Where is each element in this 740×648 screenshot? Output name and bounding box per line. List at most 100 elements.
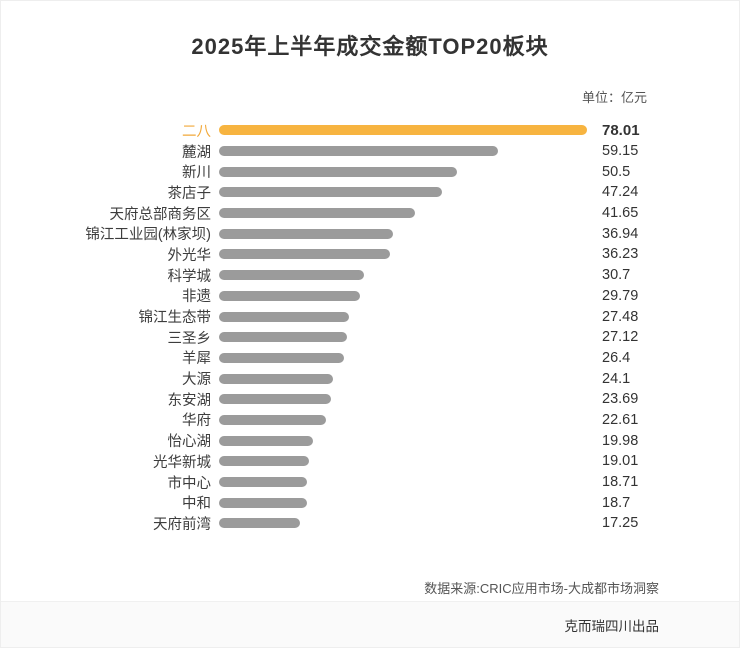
bar-row: 市中心 18.71 (1, 472, 739, 493)
bar-row: 新川 50.5 (1, 161, 739, 182)
bar-label: 非遗 (182, 289, 211, 306)
bar-value: 17.25 (602, 515, 639, 532)
bar-label: 大源 (182, 372, 211, 389)
bar-track (219, 414, 587, 425)
producer-credit: 克而瑞四川出品 (564, 618, 660, 634)
bar (219, 352, 344, 363)
bar-row: 光华新城 19.01 (1, 451, 739, 472)
bar-label: 新川 (182, 165, 211, 182)
bar-label: 科学城 (167, 268, 212, 285)
bar-track (219, 497, 587, 508)
bar-value: 27.48 (602, 308, 639, 325)
bar-value: 36.23 (602, 246, 639, 263)
bar-label: 市中心 (167, 475, 212, 492)
bar-track (219, 290, 587, 301)
bar-label: 中和 (182, 496, 211, 513)
bar-row: 中和 18.7 (1, 492, 739, 513)
bar (219, 187, 442, 198)
bar-track (219, 456, 587, 467)
bar-label: 锦江工业园(林家坝) (85, 227, 211, 244)
bar-row: 三圣乡 27.12 (1, 327, 739, 348)
bar-row: 麓湖 59.15 (1, 141, 739, 162)
bar (219, 373, 333, 384)
bar-row: 怡心湖 19.98 (1, 430, 739, 451)
bar-value: 36.94 (602, 225, 639, 242)
bar (219, 332, 347, 343)
bar-label: 茶店子 (167, 185, 212, 202)
bar-track (219, 373, 587, 384)
bar-value: 29.79 (602, 287, 639, 304)
bar-track (219, 228, 587, 239)
bar-label: 东安湖 (167, 392, 212, 409)
bar-track (219, 125, 587, 136)
bar-value: 50.5 (602, 163, 631, 180)
bar-row: 天府总部商务区 41.65 (1, 203, 739, 224)
bar-track (219, 208, 587, 219)
bar (219, 166, 458, 177)
bar-track (219, 166, 587, 177)
bar (219, 497, 308, 508)
bar-chart: 二八 78.01 麓湖 59.15 新川 50.5 茶店子 47.24 天府总部… (1, 120, 739, 534)
bar (219, 311, 349, 322)
bar-value: 24.1 (602, 370, 631, 387)
bar-track (219, 352, 587, 363)
bar-row: 华府 22.61 (1, 410, 739, 431)
bar (219, 394, 331, 405)
chart-title: 2025年上半年成交金额TOP20板块 (191, 34, 549, 59)
bar-label: 天府总部商务区 (109, 206, 212, 223)
bar-value: 26.4 (602, 349, 631, 366)
bar-row: 大源 24.1 (1, 368, 739, 389)
bar-value: 41.65 (602, 205, 639, 222)
bar-track (219, 187, 587, 198)
bar-label: 锦江生态带 (138, 310, 212, 327)
bar (219, 249, 390, 260)
bar (219, 477, 308, 488)
bar-row: 羊犀 26.4 (1, 348, 739, 369)
bar-row: 锦江工业园(林家坝) 36.94 (1, 223, 739, 244)
bar-value: 19.01 (602, 453, 639, 470)
bar (219, 414, 326, 425)
bar-label: 华府 (182, 413, 211, 430)
bar-label: 三圣乡 (167, 330, 212, 347)
bar-track (219, 435, 587, 446)
bar-track (219, 394, 587, 405)
unit-label: 单位：亿元 (581, 90, 647, 105)
footer-strip: 克而瑞四川出品 (1, 601, 739, 647)
bar (219, 125, 587, 136)
bar-row: 科学城 30.7 (1, 265, 739, 286)
bar-value: 30.7 (602, 267, 631, 284)
bar (219, 270, 364, 281)
bar-value: 47.24 (602, 184, 639, 201)
bar-row: 天府前湾 17.25 (1, 513, 739, 534)
bar-value: 19.98 (602, 432, 639, 449)
bar (219, 518, 301, 529)
bar (219, 208, 416, 219)
bar (219, 435, 314, 446)
bar-label: 怡心湖 (167, 434, 212, 451)
data-source-note: 数据来源:CRIC应用市场-大成都市场洞察 (424, 580, 659, 596)
bar (219, 146, 499, 157)
bar-row: 茶店子 47.24 (1, 182, 739, 203)
bar-label: 天府前湾 (153, 516, 211, 533)
bar-track (219, 146, 587, 157)
bar-track (219, 270, 587, 281)
bar-row: 东安湖 23.69 (1, 389, 739, 410)
bar-row: 二八 78.01 (1, 120, 739, 141)
bar-row: 锦江生态带 27.48 (1, 306, 739, 327)
bar-track (219, 477, 587, 488)
bar-track (219, 311, 587, 322)
bar-label: 二八 (182, 123, 211, 140)
bar-value: 22.61 (602, 411, 639, 428)
bar-label: 麓湖 (182, 144, 211, 161)
bar-value: 59.15 (602, 143, 639, 160)
bar (219, 456, 309, 467)
bar (219, 290, 360, 301)
bar-value: 18.71 (602, 474, 639, 491)
bar-value: 27.12 (602, 329, 639, 346)
bar-label: 外光华 (167, 247, 212, 264)
bar-label: 光华新城 (153, 454, 211, 471)
bar-row: 非遗 29.79 (1, 286, 739, 307)
bar-label: 羊犀 (182, 351, 211, 368)
bar (219, 228, 394, 239)
